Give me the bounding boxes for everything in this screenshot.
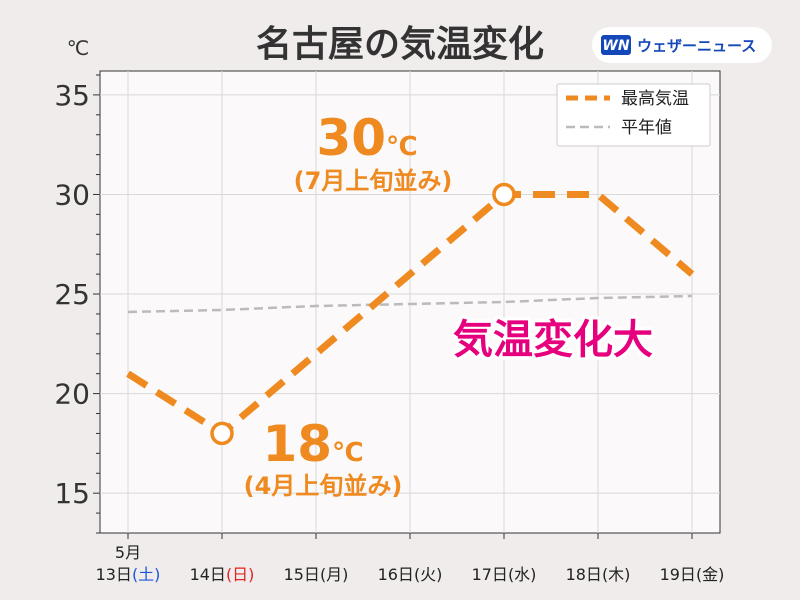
- x-tick-label: 18日(木): [566, 565, 631, 584]
- legend-label-normal: 平年値: [621, 118, 672, 138]
- x-axis-labels: 13日(土) 14日(日) 15日(月) 16日(火) 17日(水) 18日(木) 19日(…: [96, 533, 725, 584]
- x-tick-label: 13日(土): [96, 565, 161, 584]
- logo-mark: WN: [602, 38, 629, 54]
- series-normal: [127, 294, 693, 314]
- annotation-high-note: (7月上旬並み): [294, 167, 453, 195]
- logo-text: ウェザーニュース: [637, 37, 756, 55]
- x-tick-label: 17日(水): [472, 565, 537, 584]
- annotation-high-unit: ℃: [386, 132, 417, 162]
- x-tick-label: 15日(月): [284, 565, 349, 584]
- data-point-marker: [210, 421, 234, 446]
- data-point-marker: [492, 182, 516, 207]
- x-tick-label: 19日(金): [660, 565, 725, 584]
- annotation-low: 18℃ (4月上旬並み): [244, 415, 403, 500]
- y-tick-label: 20: [54, 378, 90, 411]
- y-tick-label: 25: [54, 278, 90, 311]
- svg-text:18℃: 18℃: [262, 415, 363, 473]
- x-tick-label: 16日(火): [378, 565, 443, 584]
- weathernews-logo: WN ウェザーニュース: [592, 27, 772, 63]
- legend-label-max: 最高気温: [621, 89, 689, 109]
- annotation-high-value: 30: [316, 109, 386, 167]
- y-unit-label: ℃: [67, 36, 89, 60]
- svg-text:30℃: 30℃: [316, 109, 417, 167]
- annotation-high: 30℃ (7月上旬並み): [294, 109, 453, 195]
- series-markers: [210, 182, 516, 446]
- series-line-normal: [127, 294, 693, 314]
- y-tick-label: 35: [54, 79, 90, 112]
- y-axis-labels: 15 20 25 30 35: [54, 79, 90, 510]
- y-tick-label: 30: [54, 178, 90, 211]
- grid-lines: [100, 71, 720, 533]
- annotation-low-value: 18: [262, 415, 332, 473]
- legend: 最高気温 平年値: [556, 83, 711, 147]
- y-tick-label: 15: [54, 477, 90, 510]
- annotation-low-unit: ℃: [332, 438, 363, 468]
- annotation-low-note: (4月上旬並み): [244, 472, 403, 500]
- y-minor-ticks: [93, 74, 100, 534]
- chart-title: 名古屋の気温変化: [256, 23, 544, 65]
- volatility-badge: 気温変化大: [453, 317, 653, 363]
- month-label: 5月: [115, 543, 141, 562]
- x-tick-label: 14日(日): [190, 565, 255, 584]
